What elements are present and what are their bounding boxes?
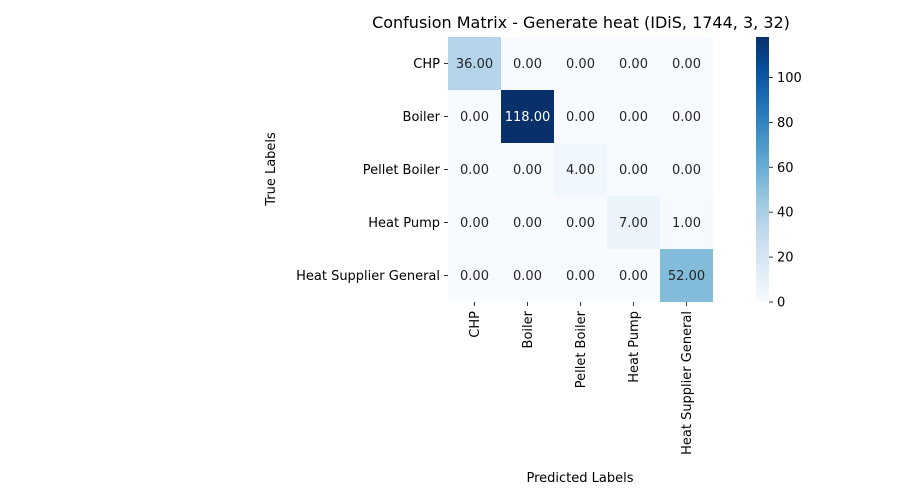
cell-value-label: 0.00 [672,57,701,72]
heatmap-cell [607,37,660,90]
heatmap-cell [607,90,660,143]
cell-value-label: 0.00 [513,163,542,178]
heatmap-cell [501,143,554,196]
cell-value-label: 0.00 [513,57,542,72]
heatmap-cell [554,249,607,302]
cell-value-label: 4.00 [566,163,595,178]
heatmap-cell [660,143,713,196]
cell-value-label: 0.00 [513,216,542,231]
heatmap-cell [448,143,501,196]
cell-value-label: 36.00 [456,57,493,72]
heatmap-cell [554,90,607,143]
heatmap-cell-labels: 36.00 0.00 0.00 0.00 0.00 0.00 118.00 0.00 0.00 0… [456,57,705,284]
heatmap-cell [448,196,501,249]
heatmap-cell [501,196,554,249]
x-tick-label: Heat Pump [627,311,642,383]
y-tick-label: Heat Pump [368,216,440,231]
y-tick-label: Boiler [403,110,441,125]
y-tick-label: CHP [413,57,440,72]
heatmap-cell [660,90,713,143]
heatmap-cell [554,196,607,249]
x-tick-label: Boiler [521,310,536,348]
colorbar-tick-label: 20 [777,251,794,266]
y-axis: CHP Boiler Pellet Boiler Heat Pump Heat Supp… [296,57,448,284]
heatmap-cell [501,90,554,143]
heatmap-cell [554,143,607,196]
heatmap-cell [554,37,607,90]
heatmap-cell [660,249,713,302]
cell-value-label: 0.00 [566,110,595,125]
cell-value-label: 0.00 [672,110,701,125]
heatmap-cell [448,37,501,90]
colorbar-tick-label: 60 [777,161,794,176]
colorbar-tick-label: 100 [777,71,802,86]
colorbar-gradient [756,37,769,302]
cell-value-label: 0.00 [566,57,595,72]
colorbar-tick-label: 80 [777,116,794,131]
heatmap-cell [448,249,501,302]
cell-value-label: 52.00 [668,269,705,284]
cell-value-label: 0.00 [460,216,489,231]
cell-value-label: 0.00 [566,216,595,231]
cell-value-label: 7.00 [619,216,648,231]
y-tick-label: Heat Supplier General [296,269,440,284]
chart-title: Confusion Matrix - Generate heat (IDiS, … [372,13,790,32]
x-axis: CHP Boiler Pellet Boiler Heat Pump Heat Supp… [468,302,695,455]
colorbar: 0 20 40 60 80 100 [756,37,802,311]
heatmap-cell [607,143,660,196]
y-axis-title: True Labels [264,132,279,207]
cell-value-label: 0.00 [619,269,648,284]
cell-value-label: 1.00 [672,216,701,231]
colorbar-tick-label: 0 [777,296,785,311]
heatmap-cells [448,37,713,302]
cell-value-label: 118.00 [505,110,551,125]
cell-value-label: 0.00 [619,110,648,125]
x-tick-label: Heat Supplier General [680,311,695,455]
heatmap-cell [660,37,713,90]
cell-value-label: 0.00 [513,269,542,284]
x-tick-label: CHP [468,311,483,338]
cell-value-label: 0.00 [619,163,648,178]
heatmap-cell [607,249,660,302]
heatmap-cell [501,249,554,302]
heatmap-cell [660,196,713,249]
heatmap-cell [607,196,660,249]
colorbar-tick-label: 40 [777,206,794,221]
y-tick-label: Pellet Boiler [363,163,441,178]
cell-value-label: 0.00 [672,163,701,178]
cell-value-label: 0.00 [460,269,489,284]
cell-value-label: 0.00 [619,57,648,72]
heatmap-cell [501,37,554,90]
x-axis-title: Predicted Labels [526,471,633,486]
heatmap-cell [448,90,501,143]
cell-value-label: 0.00 [460,110,489,125]
x-tick-label: Pellet Boiler [574,310,589,388]
cell-value-label: 0.00 [566,269,595,284]
cell-value-label: 0.00 [460,163,489,178]
